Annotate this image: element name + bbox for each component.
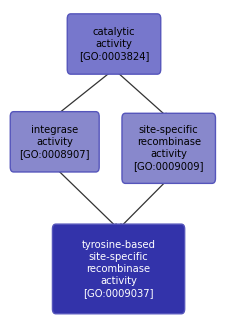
- Text: integrase
activity
[GO:0008907]: integrase activity [GO:0008907]: [19, 125, 90, 159]
- FancyBboxPatch shape: [10, 111, 99, 172]
- Text: catalytic
activity
[GO:0003824]: catalytic activity [GO:0003824]: [79, 27, 148, 61]
- Text: site-specific
recombinase
activity
[GO:0009009]: site-specific recombinase activity [GO:0…: [133, 125, 203, 171]
- FancyBboxPatch shape: [121, 113, 215, 183]
- Text: tyrosine-based
site-specific
recombinase
activity
[GO:0009037]: tyrosine-based site-specific recombinase…: [81, 240, 155, 298]
- FancyBboxPatch shape: [67, 14, 160, 74]
- FancyBboxPatch shape: [52, 224, 184, 314]
